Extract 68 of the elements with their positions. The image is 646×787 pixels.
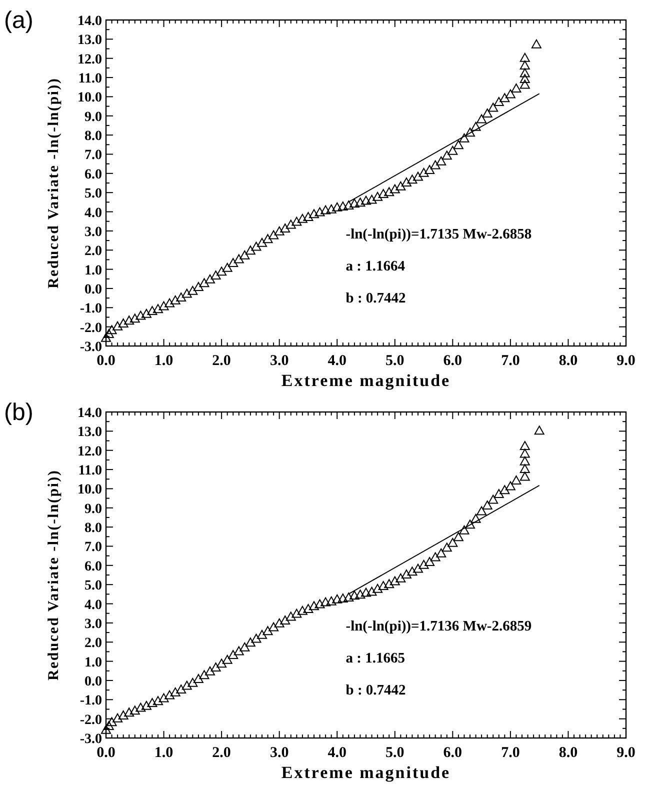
y-tick-label: 10.0 — [78, 90, 102, 106]
y-tick-label: -1.0 — [80, 694, 102, 709]
y-tick-label: 6.0 — [84, 559, 102, 574]
x-tick-label: 5.0 — [386, 745, 404, 761]
y-tick-label: 10.0 — [78, 482, 102, 498]
y-tick-label: 8.0 — [84, 521, 102, 536]
annotation: a : 1.1665 — [346, 650, 405, 667]
x-tick-label: 5.0 — [386, 353, 404, 369]
y-tick-label: 13.0 — [78, 425, 102, 440]
y-tick-label: 8.0 — [84, 129, 102, 144]
y-tick-label: 4.0 — [84, 206, 102, 221]
annotation: a : 1.1664 — [346, 258, 405, 275]
y-tick-label: 9.0 — [84, 502, 102, 517]
x-tick-label: 3.0 — [270, 745, 289, 761]
annotation: -ln(-ln(pi))=1.7136 Mw-2.6859 — [346, 618, 532, 635]
x-tick-label: 9.0 — [616, 745, 636, 761]
x-tick-label: 4.0 — [328, 745, 346, 761]
y-tick-label: 9.0 — [84, 110, 102, 125]
x-tick-label: 0.0 — [96, 353, 116, 369]
y-tick-label: 11.0 — [78, 72, 102, 87]
y-tick-label: 14.0 — [78, 14, 102, 29]
chart-title: (a) — [4, 7, 34, 34]
y-tick-label: 0.0 — [84, 282, 102, 298]
x-tick-label: 2.0 — [212, 353, 231, 369]
chart-title: (b) — [4, 399, 34, 426]
annotation: b : 0.7442 — [346, 682, 406, 699]
y-tick-label: 5.0 — [84, 578, 102, 594]
x-tick-label: 7.0 — [501, 353, 520, 369]
x-tick-label: 1.0 — [154, 745, 174, 761]
y-tick-label: 14.0 — [78, 406, 102, 421]
y-tick-label: 6.0 — [84, 167, 102, 182]
y-tick-label: 3.0 — [84, 616, 102, 632]
y-tick-label: 12.0 — [78, 52, 102, 68]
y-tick-label: -3.0 — [80, 732, 102, 747]
x-tick-label: 2.0 — [212, 745, 231, 761]
y-tick-label: 1.0 — [84, 655, 102, 670]
y-tick-label: 2.0 — [84, 244, 102, 260]
x-tick-label: 3.0 — [270, 353, 289, 369]
y-tick-label: -3.0 — [80, 340, 102, 355]
y-tick-label: 0.0 — [84, 674, 102, 690]
x-axis-title: Extreme magnitude — [281, 763, 451, 782]
x-tick-label: 6.0 — [443, 353, 462, 369]
annotation: -ln(-ln(pi))=1.7135 Mw-2.6858 — [346, 226, 532, 243]
y-tick-label: 7.0 — [84, 540, 102, 556]
x-axis-title: Extreme magnitude — [281, 371, 451, 390]
y-tick-label: 1.0 — [84, 263, 102, 278]
y-tick-label: -1.0 — [80, 302, 102, 317]
y-tick-label: -2.0 — [80, 320, 102, 336]
y-tick-label: -2.0 — [80, 712, 102, 728]
x-tick-label: 4.0 — [328, 353, 346, 369]
y-tick-label: 11.0 — [78, 464, 102, 479]
x-tick-label: 7.0 — [501, 745, 520, 761]
y-axis-title: Reduced Variate -ln(-ln(pi)) — [46, 77, 62, 289]
y-tick-label: 12.0 — [78, 444, 102, 460]
y-tick-label: 4.0 — [84, 598, 102, 613]
y-axis-title: Reduced Variate -ln(-ln(pi)) — [46, 469, 62, 681]
x-tick-label: 1.0 — [154, 353, 174, 369]
y-tick-label: 3.0 — [84, 224, 102, 240]
x-tick-label: 9.0 — [616, 353, 636, 369]
y-tick-label: 13.0 — [78, 33, 102, 48]
y-tick-label: 7.0 — [84, 148, 102, 164]
x-tick-label: 6.0 — [443, 745, 462, 761]
x-tick-label: 8.0 — [558, 745, 578, 761]
y-tick-label: 5.0 — [84, 186, 102, 202]
x-tick-label: 0.0 — [96, 745, 116, 761]
x-tick-label: 8.0 — [558, 353, 578, 369]
annotation: b : 0.7442 — [346, 290, 406, 307]
y-tick-label: 2.0 — [84, 636, 102, 652]
